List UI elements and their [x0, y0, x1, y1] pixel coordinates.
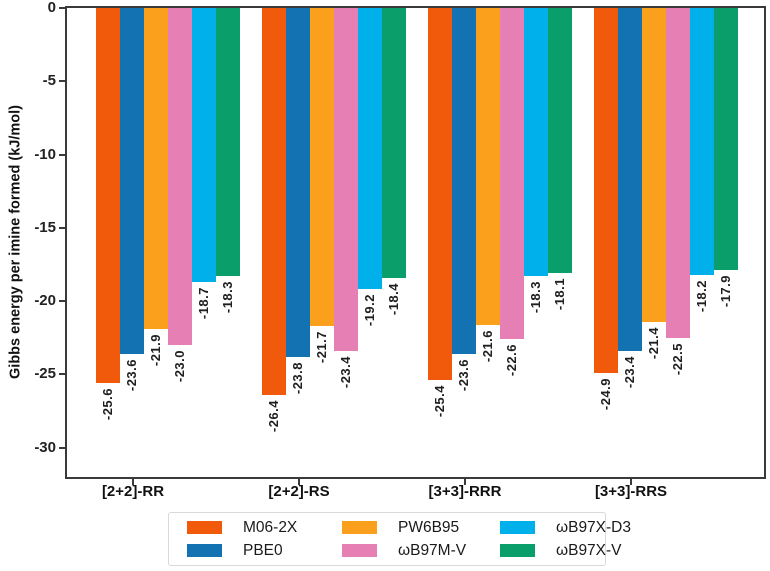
- legend-label: ωB97X-D3: [556, 518, 631, 536]
- legend-swatch: [342, 544, 377, 557]
- plot-area: -25.6 -23.6 -21.9 -23.0 -18.7 -18.3 -26.4 -23.8…: [65, 6, 766, 485]
- y-tick-mark: [59, 7, 67, 9]
- bar-value-label: -23.8: [290, 361, 305, 394]
- x-tick-mark: [298, 477, 300, 485]
- bar: [548, 8, 572, 274]
- bar-value-label: -22.6: [504, 344, 519, 377]
- y-tick-mark: [59, 373, 67, 376]
- bar-value-label: -21.7: [314, 331, 329, 364]
- y-tick-mark: [59, 153, 67, 156]
- bar-value-label: -23.4: [338, 355, 353, 389]
- y-tick-label: -30: [34, 438, 56, 456]
- legend-item: PBE0: [187, 540, 342, 562]
- y-tick-mark: [59, 300, 67, 303]
- legend-label: ωB97X-V: [556, 541, 622, 559]
- y-tick-label: 0: [47, 0, 56, 16]
- legend-swatch: [500, 544, 535, 557]
- bar-value-label: -18.1: [552, 278, 567, 311]
- legend-label: PBE0: [243, 541, 283, 559]
- bar: [334, 8, 358, 351]
- y-tick-label: -25: [34, 365, 56, 383]
- bar: [476, 8, 500, 325]
- bar: [500, 8, 524, 340]
- legend-swatch: [187, 544, 222, 557]
- bar-value-label: -22.5: [670, 342, 685, 375]
- bar: [690, 8, 714, 275]
- x-tick-label: [3+3]-RRR: [428, 483, 502, 500]
- legend-swatch: [342, 521, 377, 534]
- y-tick-mark: [59, 80, 67, 83]
- legend-column: M06-2X PBE0: [187, 516, 342, 562]
- bar-value-label: -18.3: [220, 281, 235, 314]
- bar-value-label: -21.4: [646, 326, 661, 359]
- legend-item: ωB97M-V: [342, 540, 500, 562]
- bar: [286, 8, 310, 357]
- bar: [358, 8, 382, 290]
- y-tick-label: -15: [34, 218, 56, 236]
- bar: [594, 8, 618, 373]
- bar: [618, 8, 642, 351]
- bar-value-label: -23.4: [622, 355, 637, 389]
- bar: [310, 8, 334, 327]
- x-tick-mark: [630, 477, 632, 485]
- legend-swatch: [500, 521, 535, 534]
- bar-value-label: -19.2: [362, 294, 377, 327]
- bar-value-label: -23.6: [124, 358, 139, 392]
- bar: [714, 8, 738, 271]
- bar: [120, 8, 144, 354]
- x-tick-mark: [464, 477, 466, 485]
- x-tick-label: [2+2]-RS: [268, 483, 330, 500]
- x-tick-label: [3+3]-RRS: [594, 483, 668, 500]
- bar: [666, 8, 690, 338]
- bar: [524, 8, 548, 277]
- bar-value-label: -18.2: [694, 279, 709, 312]
- bar: [642, 8, 666, 322]
- bar-value-label: -23.6: [456, 358, 471, 392]
- legend-label: M06-2X: [243, 518, 298, 536]
- bar: [192, 8, 216, 283]
- x-tick-label: [2+2]-RR: [101, 483, 165, 500]
- bar-value-label: -21.9: [148, 333, 163, 367]
- bar-value-label: -26.4: [266, 399, 281, 433]
- y-tick-label: -5: [42, 72, 56, 90]
- legend-swatch: [187, 521, 222, 534]
- bar-value-label: -24.9: [598, 377, 613, 411]
- bar-value-label: -25.4: [432, 385, 447, 418]
- legend-column: ωB97X-D3 ωB97X-V: [500, 516, 631, 562]
- y-tick-label: -10: [34, 145, 56, 163]
- y-tick-mark: [59, 226, 67, 229]
- x-tick-mark: [132, 477, 134, 485]
- bar: [428, 8, 452, 381]
- y-tick-mark: [59, 446, 67, 449]
- bar: [96, 8, 120, 384]
- bar-value-label: -25.6: [100, 388, 115, 421]
- legend-item: M06-2X: [187, 517, 342, 539]
- bar: [382, 8, 406, 278]
- legend-item: ωB97X-V: [500, 540, 622, 562]
- bar-value-label: -18.7: [196, 287, 211, 320]
- bar-value-label: -21.6: [480, 329, 495, 362]
- bar: [168, 8, 192, 346]
- bar-value-label: -18.4: [386, 282, 401, 315]
- y-tick-label: -20: [34, 292, 56, 310]
- bar: [216, 8, 240, 277]
- bar-value-label: -23.0: [172, 350, 187, 383]
- bar: [144, 8, 168, 329]
- legend-column: PW6B95 ωB97M-V: [342, 516, 500, 562]
- bar: [262, 8, 286, 395]
- legend-item: PW6B95: [342, 517, 500, 539]
- legend-label: ωB97M-V: [398, 541, 467, 559]
- bar-value-label: -18.3: [528, 281, 543, 314]
- legend-label: PW6B95: [398, 518, 460, 536]
- legend: M06-2X PBE0 PW6B95 ωB97M-V ωB97X-D3 ωB97X-V: [168, 512, 631, 566]
- legend-item: ωB97X-D3: [500, 517, 631, 539]
- bar-value-label: -17.9: [718, 275, 733, 308]
- bar: [452, 8, 476, 354]
